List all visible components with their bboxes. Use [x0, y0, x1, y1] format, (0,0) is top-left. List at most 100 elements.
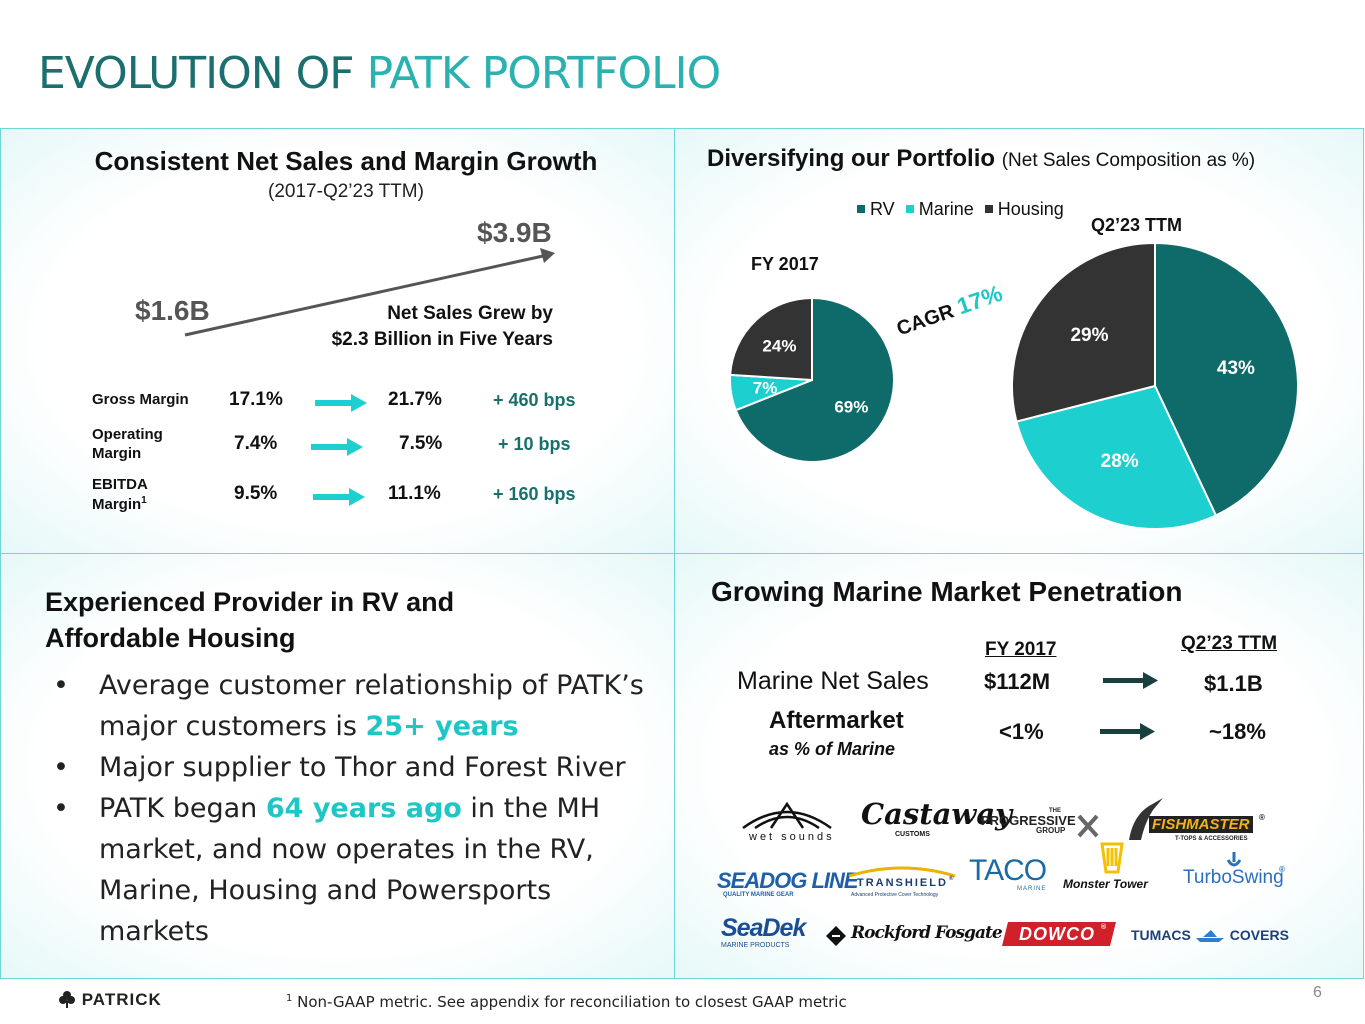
bullet-icon: •: [53, 793, 69, 824]
aftermarket-subtitle: as % of Marine: [769, 739, 896, 759]
metric-arrow-icon: [315, 394, 367, 412]
marine-col-fy2017: FY 2017: [985, 639, 1057, 660]
legend-label-housing: Housing: [997, 199, 1064, 219]
bullet-item-supplier: • Major supplier to Thor and Forest River: [53, 747, 663, 788]
fishmaster-subtext: T-TOPS & ACCESSORIES: [1175, 836, 1248, 842]
bullet-item-relationship: • Average customer relationship of PATK’s…: [53, 665, 663, 747]
progressive-text: PROGRESSIVE: [981, 813, 1076, 828]
marine-col-q223: Q2’23 TTM: [1181, 633, 1278, 654]
aftermarket-label: Aftermarket as % of Marine: [769, 707, 904, 760]
marine-panel: Growing Marine Market Penetration FY 201…: [674, 553, 1364, 979]
page-number: 6: [1313, 984, 1322, 1001]
fishmaster-registered-mark: ®: [1259, 813, 1265, 822]
pie1-label-rv: 69%: [834, 398, 868, 417]
metric-label-operating-margin: Operating Margin: [92, 426, 163, 462]
clover-icon: [59, 991, 75, 1008]
bullet-text: Major supplier to Thor and Forest River: [99, 752, 626, 783]
patrick-brand-text: PATRICK: [81, 990, 162, 1009]
portfolio-pie-charts: 69% 7% 24% 43% 28% 29%: [729, 241, 1299, 530]
seadog-line-text: SEADOG LINE: [717, 868, 859, 893]
bullet-item-history: • PATK began 64 years ago in the MH marke…: [53, 788, 663, 952]
metric-label-ebitda-margin: EBITDA Margin1: [92, 476, 172, 515]
ebitda-label-text: EBITDA Margin: [92, 476, 148, 513]
legend-item-marine: Marine: [905, 199, 974, 219]
footnote-text: Non-GAAP metric. See appendix for reconc…: [292, 993, 847, 1011]
rockford-text: Rockford Fosgate: [851, 923, 1003, 943]
metric-from-operating-margin: 7.4%: [234, 433, 278, 454]
growth-note-line2: $2.3 Billion in Five Years: [331, 328, 553, 350]
seadek-logo: SeaDek MARINE PRODUCTS: [721, 916, 817, 952]
legend-swatch-rv: [857, 205, 865, 214]
turboswing-emblem-icon: [1226, 852, 1242, 867]
taco-subtext: MARINE: [1017, 886, 1047, 892]
portfolio-heading-text: Diversifying our Portfolio: [707, 145, 996, 172]
bullet-text: PATK began: [99, 793, 266, 824]
pie-legend: RV Marine Housing: [857, 199, 1070, 220]
wet-sounds-emblem-icon: [742, 802, 832, 830]
aftermarket-from: <1%: [999, 719, 1044, 744]
transhield-subtext: Advanced Protective Cover Technology: [851, 892, 939, 898]
metric-to-gross-margin: 21.7%: [388, 389, 442, 410]
marine-arrow-icon: [1100, 723, 1155, 740]
page-title-part1: EVOLUTION OF: [38, 48, 367, 99]
pie2-label-marine: 28%: [1101, 451, 1139, 472]
monster-tower-text: Monster Tower: [1063, 877, 1148, 891]
aftermarket-title: Aftermarket: [769, 707, 904, 734]
turboswing-logo: TurboSwing ®: [1183, 850, 1293, 894]
transhield-text: TRANSHIELD: [857, 877, 948, 889]
growth-note-line1: Net Sales Grew by: [387, 303, 553, 324]
portfolio-heading: Diversifying our Portfolio (Net Sales Co…: [707, 145, 1255, 173]
growth-arrow: [184, 248, 555, 337]
legend-label-rv: RV: [870, 199, 895, 219]
turboswing-registered-mark: ®: [1279, 865, 1285, 874]
fishmaster-logo: FISHMASTER ® T-TOPS & ACCESSORIES: [1123, 796, 1265, 848]
tumacs-boat-icon: [1196, 929, 1225, 942]
provider-heading: Experienced Provider in RV and Affordabl…: [45, 584, 454, 657]
rockford-fosgate-logo: Rockford Fosgate: [825, 923, 1003, 949]
marine-arrow-icon: [1103, 672, 1158, 689]
portfolio-panel: Diversifying our Portfolio (Net Sales Co…: [674, 128, 1364, 554]
wet-sounds-logo: wet sounds: [741, 802, 833, 846]
provider-panel: Experienced Provider in RV and Affordabl…: [0, 553, 675, 979]
tumacs-covers-text: COVERS: [1229, 927, 1289, 943]
pie2-title: Q2’23 TTM: [1091, 215, 1183, 235]
metric-label-gross-margin: Gross Margin: [92, 391, 189, 408]
pie1-slice-rv: [734, 296, 895, 463]
monster-tower-emblem-icon: [1100, 842, 1124, 874]
taco-text: TACO: [969, 854, 1047, 887]
seadek-text: SeaDek: [721, 914, 806, 942]
legend-item-housing: Housing: [984, 199, 1064, 219]
metric-arrow-icon: [313, 488, 365, 506]
bullet-text: in the MH market, and now operates in th…: [99, 793, 601, 947]
provider-heading-line1: Experienced Provider in RV and: [45, 587, 455, 617]
marlin-icon: [1129, 798, 1163, 840]
legend-swatch-housing: [984, 205, 993, 214]
ebitda-footnote-marker: 1: [141, 494, 147, 506]
dowco-logo: DOWCO ®: [1002, 922, 1117, 948]
wet-sounds-text: wet sounds: [749, 831, 835, 843]
patrick-footer-logo: PATRICK: [58, 990, 162, 1010]
fishmaster-text: FISHMASTER: [1149, 816, 1253, 833]
provider-bullet-list: • Average customer relationship of PATK’s…: [53, 665, 663, 952]
bullet-icon: •: [53, 752, 69, 783]
end-net-sales-value: $3.9B: [477, 217, 552, 248]
dowco-registered-mark: ®: [1101, 924, 1107, 931]
transhield-swoosh-icon: [848, 866, 956, 878]
rockford-emblem-icon: [826, 926, 846, 946]
net-sales-heading: Consistent Net Sales and Margin Growth: [94, 146, 598, 176]
pie2-label-housing: 29%: [1070, 325, 1108, 346]
net-sales-margin-panel: Consistent Net Sales and Margin Growth (…: [0, 128, 675, 554]
progressive-group-logo: THE PROGRESSIVE GROUP: [981, 808, 1101, 844]
page-title: EVOLUTION OF PATK PORTFOLIO: [38, 48, 722, 99]
pie1-label-housing: 24%: [762, 336, 796, 355]
marine-net-sales-from: $112M: [984, 669, 1051, 694]
pie2-slice-housing: [1011, 241, 1156, 423]
transhield-logo: TRANSHIELD ® Advanced Protective Cover T…: [847, 864, 957, 904]
seadek-subtext: MARINE PRODUCTS: [721, 942, 790, 949]
bullet-text: Average customer relationship of PATK’s …: [99, 670, 644, 742]
tumacs-text: TUMACS: [1131, 927, 1191, 943]
pie2-label-rv: 43%: [1217, 358, 1255, 379]
page-title-part2: PATK PORTFOLIO: [366, 48, 722, 99]
bullet-highlight: 64 years ago: [265, 793, 462, 824]
marine-heading: Growing Marine Market Penetration: [711, 576, 1183, 607]
